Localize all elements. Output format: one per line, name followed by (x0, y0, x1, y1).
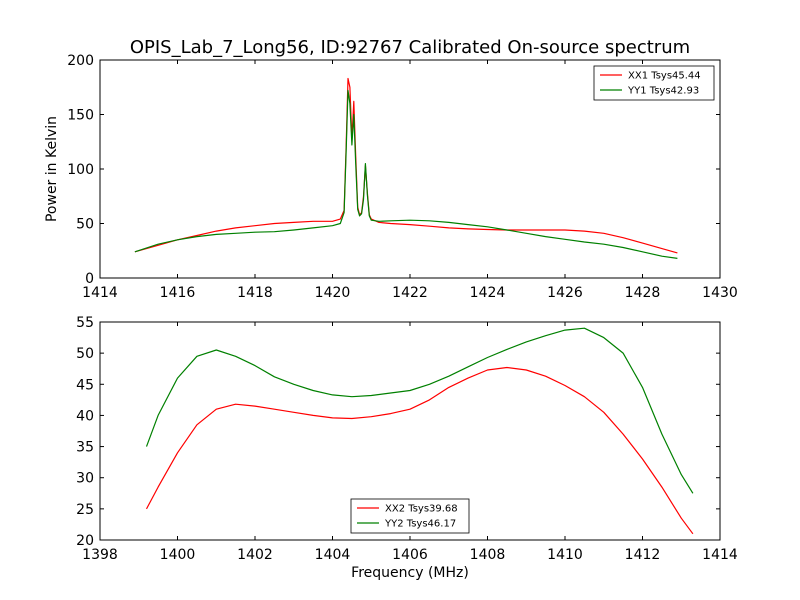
x-tick-label: 1414 (702, 547, 738, 563)
legend-label-1: XX2 Tsys39.68 (385, 504, 458, 515)
series-line-1 (134, 77, 678, 254)
y-tick-label: 150 (67, 108, 94, 124)
legend-label-2: YY1 Tsys42.93 (627, 86, 699, 97)
y-tick-label: 55 (76, 315, 94, 331)
x-tick-label: 1420 (315, 285, 351, 301)
legend-box (593, 65, 715, 101)
y-tick-label: 45 (76, 377, 94, 393)
x-tick-label: 1398 (82, 547, 118, 563)
y-tick-label: 30 (76, 471, 94, 487)
x-axis-label: Frequency (MHz) (351, 565, 469, 581)
x-tick-label: 1404 (315, 547, 351, 563)
series-line-2 (134, 89, 678, 259)
y-tick-label: 50 (76, 217, 94, 233)
y-tick-label: 25 (76, 502, 94, 518)
x-tick-label: 1428 (625, 285, 661, 301)
chart-title: OPIS_Lab_7_Long56, ID:92767 Calibrated O… (130, 37, 690, 58)
legend-label-1: XX1 Tsys45.44 (628, 71, 701, 82)
x-tick-label: 1416 (160, 285, 196, 301)
series-line-1 (145, 366, 694, 535)
x-tick-label: 1408 (470, 547, 506, 563)
x-tick-label: 1422 (392, 285, 428, 301)
x-tick-label: 1412 (625, 547, 661, 563)
x-tick-label: 1402 (237, 547, 273, 563)
x-tick-label: 1426 (547, 285, 583, 301)
y-tick-label: 35 (76, 440, 94, 456)
series-line-2 (145, 327, 694, 494)
legend-label-2: YY2 Tsys46.17 (384, 519, 456, 530)
y-tick-label: 0 (85, 271, 94, 287)
y-tick-label: 40 (76, 408, 94, 424)
x-tick-label: 1410 (547, 547, 583, 563)
y-tick-label: 20 (76, 533, 94, 549)
y-axis-label: Power in Kelvin (44, 116, 60, 222)
top-panel: 1414 1416 1418 1420 1422 1424 1426 1428 1430 0 50 1… (44, 53, 738, 301)
x-tick-label: 1400 (160, 547, 196, 563)
x-tick-label: 1430 (702, 285, 738, 301)
y-tick-label: 50 (76, 346, 94, 362)
legend-box (350, 498, 470, 534)
x-tick-label: 1406 (392, 547, 428, 563)
y-tick-label: 100 (67, 162, 94, 178)
bottom-panel: 1398 1400 1402 1404 1406 1408 1410 1412 1414 20 25… (76, 315, 738, 581)
x-tick-label: 1414 (82, 285, 118, 301)
y-tick-label: 200 (67, 53, 94, 69)
x-tick-label: 1424 (470, 285, 506, 301)
x-tick-label: 1418 (237, 285, 273, 301)
